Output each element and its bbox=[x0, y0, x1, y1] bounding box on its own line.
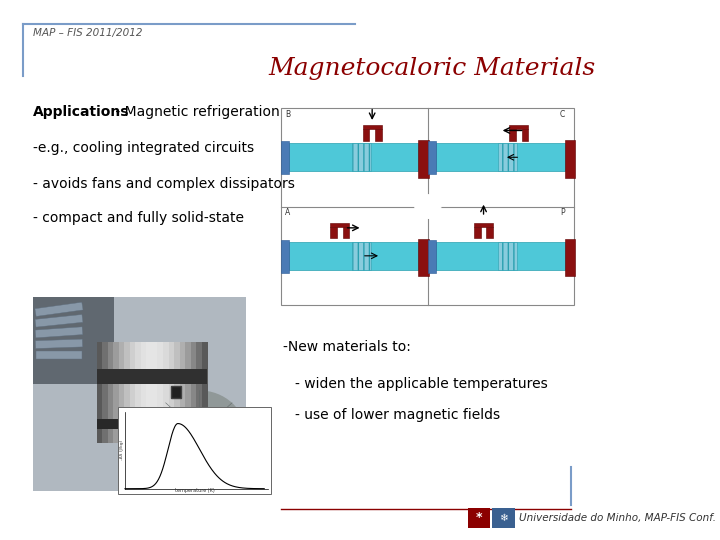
Text: Magnetocaloric Materials: Magnetocaloric Materials bbox=[269, 57, 596, 80]
Bar bbox=[521, 130, 528, 141]
Bar bbox=[428, 141, 436, 174]
Bar bbox=[32, 297, 246, 491]
Bar bbox=[118, 407, 271, 494]
Text: Applications: Applications bbox=[32, 105, 129, 119]
Text: - compact and fully solid-state: - compact and fully solid-state bbox=[32, 211, 243, 225]
Text: temperature (K): temperature (K) bbox=[175, 488, 215, 493]
Bar bbox=[565, 140, 575, 178]
FancyArrow shape bbox=[35, 327, 83, 338]
FancyArrow shape bbox=[35, 314, 83, 327]
Text: P: P bbox=[560, 208, 565, 217]
Bar bbox=[119, 342, 125, 443]
Bar bbox=[107, 342, 113, 443]
Text: - widen the applicable temperatures: - widen the applicable temperatures bbox=[295, 377, 548, 391]
Text: -ΔS (J/kg): -ΔS (J/kg) bbox=[120, 440, 124, 461]
Bar bbox=[498, 144, 517, 171]
Bar bbox=[428, 240, 436, 273]
Bar bbox=[509, 125, 528, 130]
Bar bbox=[96, 369, 207, 384]
FancyArrow shape bbox=[35, 302, 83, 316]
Text: ❄: ❄ bbox=[499, 513, 508, 523]
Bar bbox=[375, 130, 382, 141]
Bar bbox=[474, 227, 481, 238]
Text: C: C bbox=[559, 110, 565, 119]
Bar bbox=[191, 342, 197, 443]
Bar bbox=[436, 242, 565, 269]
Bar bbox=[174, 342, 180, 443]
Bar bbox=[474, 224, 493, 227]
Bar bbox=[96, 342, 102, 443]
Bar bbox=[418, 239, 428, 276]
Bar bbox=[468, 508, 490, 528]
Bar bbox=[343, 227, 349, 238]
FancyArrow shape bbox=[35, 352, 82, 359]
Bar bbox=[282, 141, 289, 174]
Bar bbox=[141, 342, 147, 443]
Bar bbox=[163, 342, 168, 443]
Circle shape bbox=[415, 195, 441, 218]
Bar bbox=[498, 242, 517, 269]
Bar bbox=[487, 227, 493, 238]
Bar bbox=[96, 420, 207, 429]
Text: -New materials to:: -New materials to: bbox=[283, 340, 411, 354]
Bar bbox=[130, 342, 135, 443]
Bar bbox=[125, 342, 130, 443]
Text: - use of lower magnetic fields: - use of lower magnetic fields bbox=[295, 408, 500, 422]
Text: - Magnetic refrigeration: - Magnetic refrigeration bbox=[112, 105, 280, 119]
Bar bbox=[168, 342, 174, 443]
Text: Universidade do Minho, MAP-FIS Conf.: Universidade do Minho, MAP-FIS Conf. bbox=[519, 513, 716, 523]
Bar bbox=[197, 342, 202, 443]
Text: A: A bbox=[285, 208, 290, 217]
Bar bbox=[135, 342, 141, 443]
Bar bbox=[289, 144, 418, 171]
FancyArrow shape bbox=[35, 339, 83, 348]
Bar bbox=[185, 342, 191, 443]
Bar bbox=[102, 342, 108, 443]
Bar bbox=[363, 130, 369, 141]
Text: MAP – FIS 2011/2012: MAP – FIS 2011/2012 bbox=[33, 28, 143, 38]
Circle shape bbox=[152, 390, 246, 476]
Bar bbox=[509, 130, 516, 141]
FancyBboxPatch shape bbox=[282, 108, 575, 305]
Text: -e.g., cooling integrated circuits: -e.g., cooling integrated circuits bbox=[32, 141, 253, 156]
Bar bbox=[282, 240, 289, 273]
Bar bbox=[152, 342, 158, 443]
Bar bbox=[436, 144, 565, 171]
Bar bbox=[330, 224, 349, 227]
Bar bbox=[146, 342, 152, 443]
Bar bbox=[158, 342, 163, 443]
Bar bbox=[492, 508, 515, 528]
Bar bbox=[180, 342, 186, 443]
Bar bbox=[351, 242, 371, 269]
Bar bbox=[289, 242, 418, 269]
Bar bbox=[363, 125, 382, 130]
Bar bbox=[330, 227, 337, 238]
Bar bbox=[202, 342, 207, 443]
Text: *: * bbox=[476, 511, 482, 524]
Bar bbox=[351, 144, 371, 171]
Bar bbox=[418, 140, 428, 178]
Bar bbox=[32, 297, 114, 384]
Bar bbox=[171, 387, 181, 398]
Bar bbox=[565, 239, 575, 276]
Text: - avoids fans and complex dissipators: - avoids fans and complex dissipators bbox=[32, 177, 294, 191]
Text: B: B bbox=[285, 110, 290, 119]
Bar bbox=[113, 342, 119, 443]
